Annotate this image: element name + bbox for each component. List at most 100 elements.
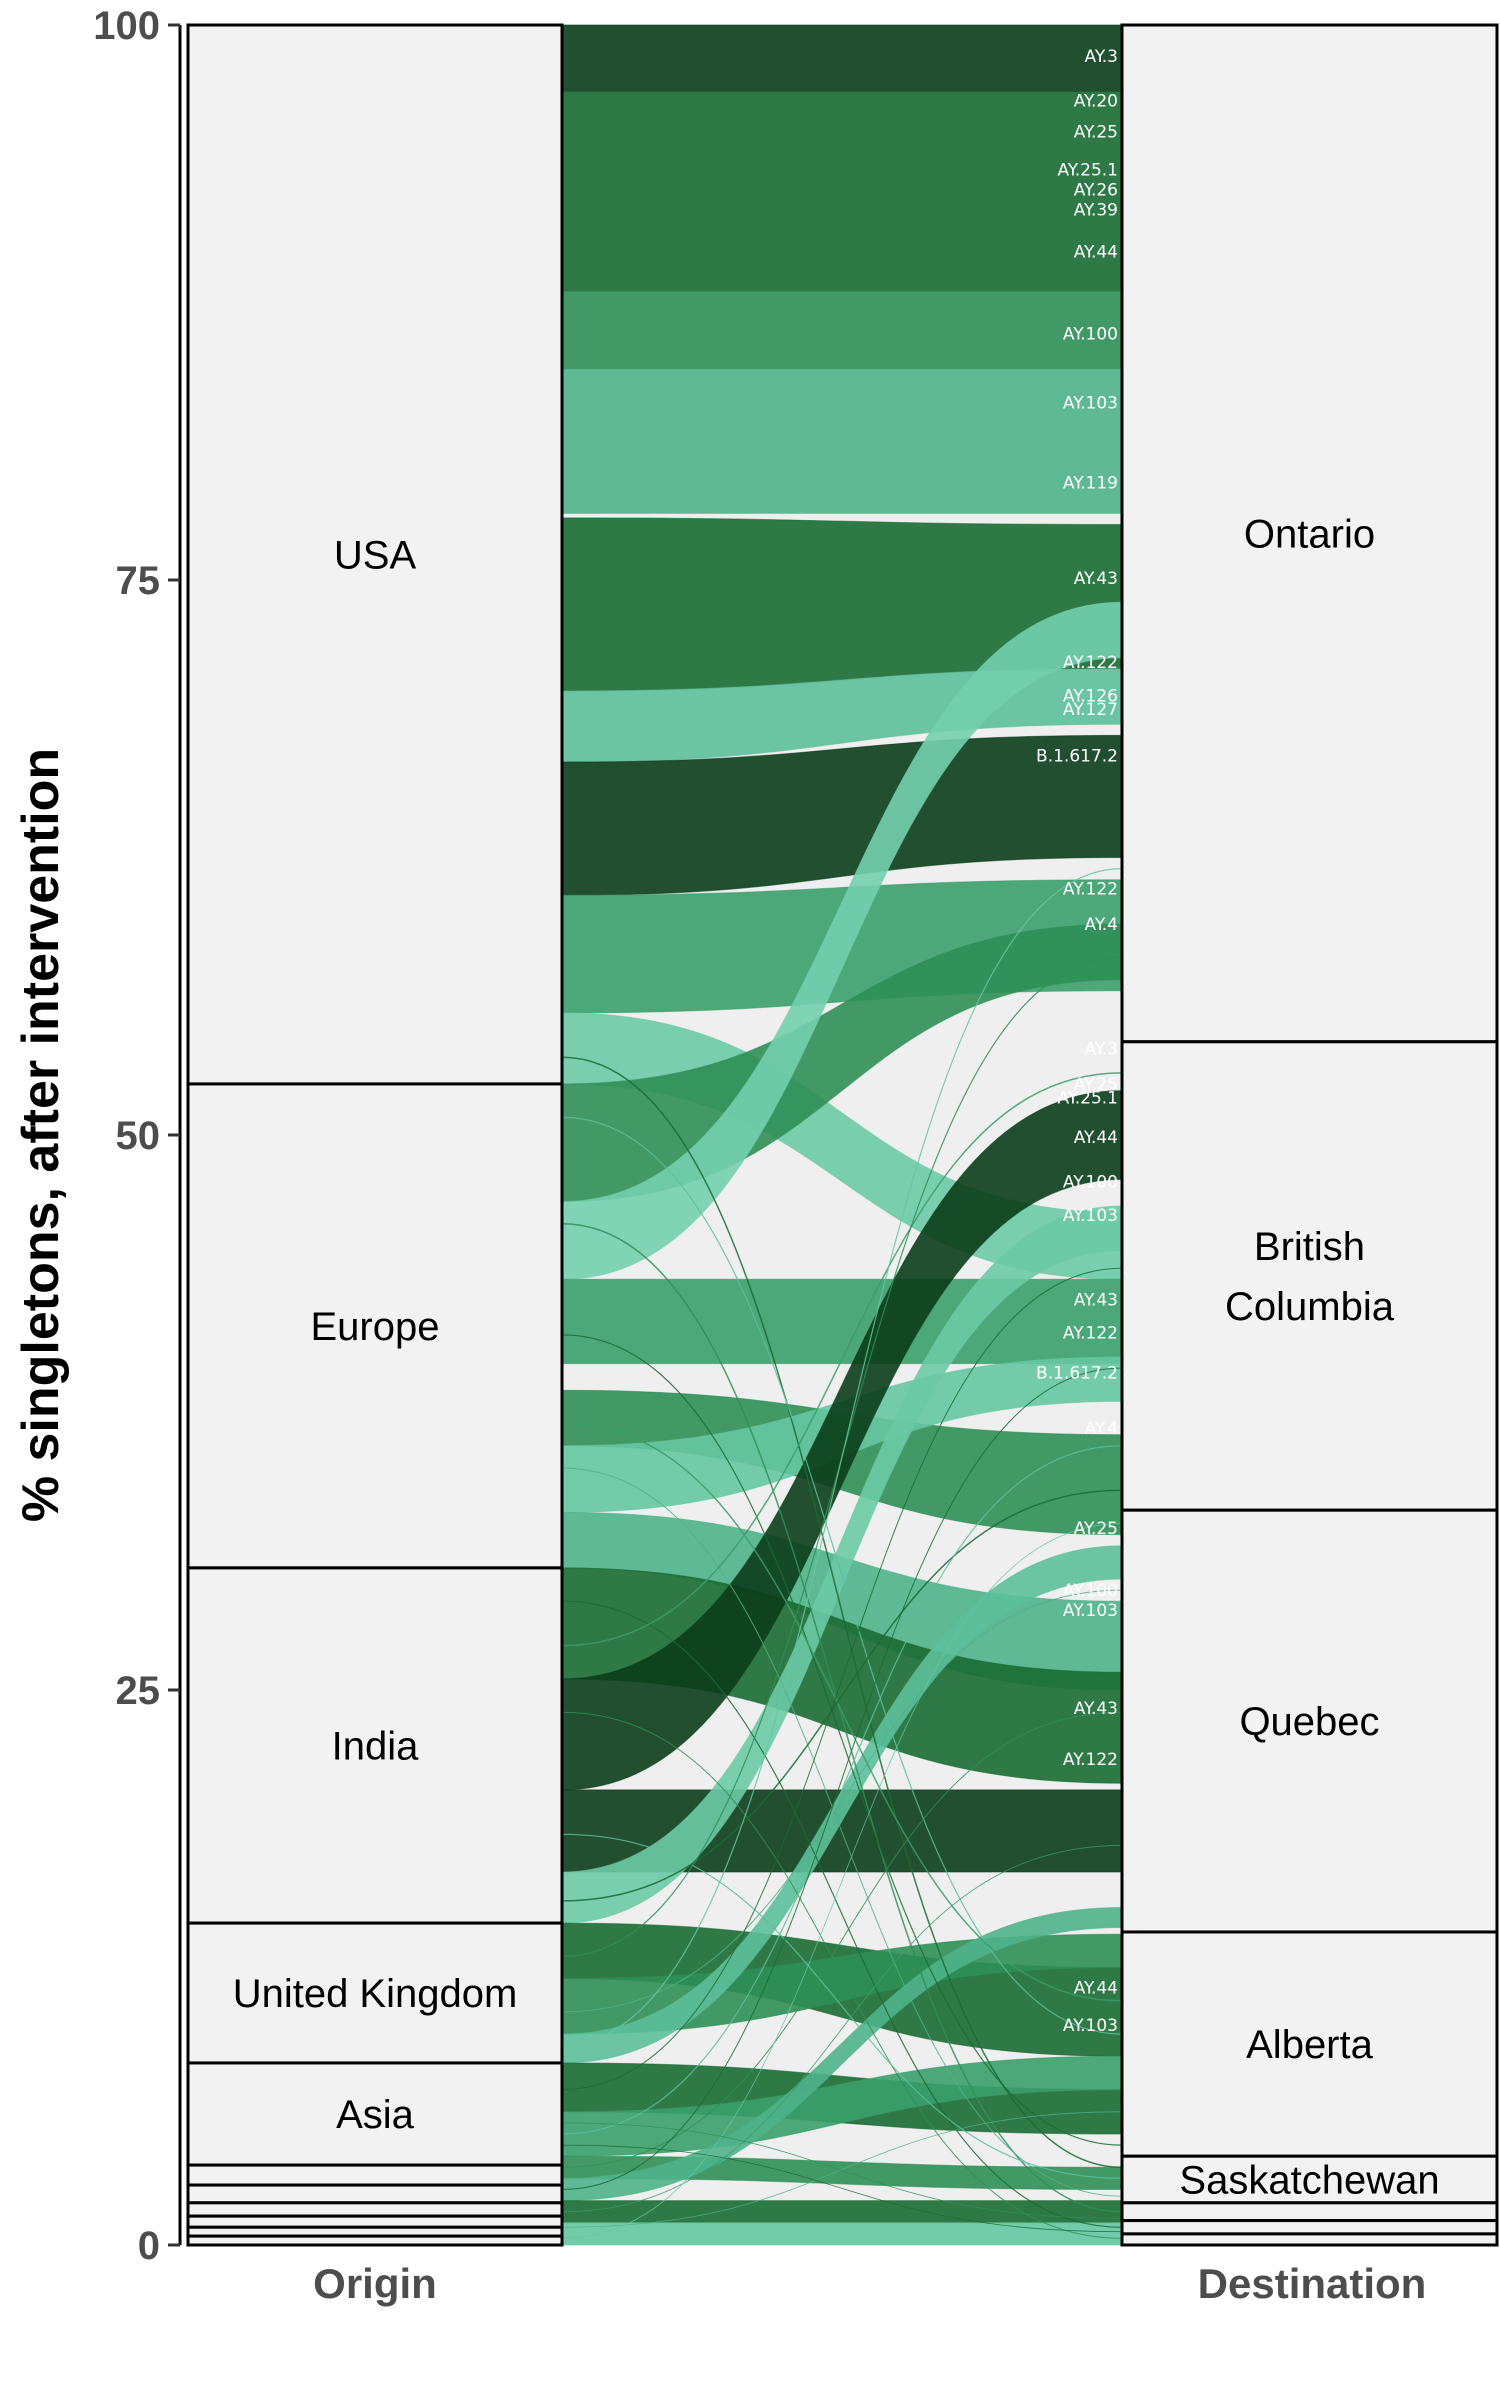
x-axis-label-destination: Destination bbox=[1198, 2260, 1427, 2307]
flow-label: AY.100 bbox=[1063, 1173, 1118, 1193]
origin-stratum bbox=[186, 2214, 564, 2229]
flow-band bbox=[561, 2200, 1123, 2224]
flow-line bbox=[561, 1467, 1123, 2197]
flow-label: AY.25.1 bbox=[1057, 1088, 1118, 1108]
flow-line bbox=[561, 1711, 1123, 2239]
destination-stratum-label: Quebec bbox=[1239, 1700, 1379, 1744]
destination-stratum-label-line: Alberta bbox=[1246, 2023, 1373, 2067]
origin-stratum-label-line: Europe bbox=[311, 1305, 440, 1349]
flow-label: AY.119 bbox=[1063, 473, 1118, 493]
flow-line bbox=[561, 1600, 1123, 2228]
flow-line bbox=[561, 1445, 1123, 2135]
y-axis-tick-label: 100 bbox=[93, 4, 160, 48]
y-axis: 0 25 50 75 100 bbox=[93, 4, 182, 2268]
flow-line bbox=[561, 1072, 1123, 1647]
flow-line bbox=[561, 1833, 1123, 2179]
y-axis-tick-label: 75 bbox=[116, 559, 161, 603]
flow-line bbox=[561, 1056, 1123, 2169]
flow-line bbox=[561, 1489, 1123, 1902]
flow-band bbox=[561, 368, 1123, 514]
origin-stratum-label-line: USA bbox=[334, 533, 417, 577]
x-axis-label-origin: Origin bbox=[313, 2260, 437, 2307]
destination-stratum-label: Saskatchewan bbox=[1179, 2159, 1439, 2203]
flow-label: AY.4 bbox=[1085, 1419, 1118, 1439]
destination-stratum-label-line: British bbox=[1254, 1225, 1365, 1269]
y-axis-title: % singletons, after intervention bbox=[12, 748, 70, 1522]
flow-line bbox=[561, 2111, 1123, 2228]
flow-line bbox=[561, 1267, 1123, 2091]
flow-label: AY.44 bbox=[1074, 242, 1118, 262]
destination-stratum bbox=[1120, 1040, 1499, 1512]
flow-line bbox=[561, 1523, 1123, 2239]
flow-label: AY.26 bbox=[1074, 180, 1118, 200]
flow-label: AY.100 bbox=[1063, 325, 1118, 345]
flow-labels-layer: AY.3AY.20AY.25AY.25.1AY.26AY.39AY.44AY.1… bbox=[1036, 47, 1118, 2036]
destination-stratum-label: Alberta bbox=[1246, 2023, 1373, 2067]
flow-label: AY.122 bbox=[1063, 653, 1118, 673]
origin-stratum-label: India bbox=[332, 1725, 419, 1769]
destination-stratum bbox=[1120, 2154, 1499, 2205]
flow-label: AY.122 bbox=[1063, 1324, 1118, 1344]
flow-label: AY.127 bbox=[1063, 700, 1118, 720]
flow-band bbox=[561, 91, 1123, 292]
origin-stratum-label-line: United Kingdom bbox=[233, 1972, 518, 2016]
flow-line bbox=[561, 2144, 1123, 2233]
flow-label: AY.122 bbox=[1063, 1750, 1118, 1770]
origin-stratum bbox=[186, 2183, 564, 2205]
thin-flows-layer bbox=[561, 868, 1123, 2239]
destination-stratum bbox=[1120, 23, 1499, 1044]
destination-stratum bbox=[1120, 2219, 1499, 2236]
flow-label: AY.25 bbox=[1074, 1519, 1118, 1539]
flows-layer bbox=[561, 24, 1123, 2246]
origin-stratum-label-line: Asia bbox=[336, 2093, 415, 2137]
flow-line bbox=[561, 1844, 1123, 2213]
flow-label: AY.44 bbox=[1074, 1978, 1118, 1998]
flow-label: AY.103 bbox=[1063, 2016, 1118, 2036]
destination-stratum bbox=[1120, 2232, 1499, 2247]
origin-stratum bbox=[186, 1082, 564, 1570]
destination-stratum-label-line: Saskatchewan bbox=[1179, 2159, 1439, 2203]
origin-stratum bbox=[186, 23, 564, 1086]
flow-label: AY.43 bbox=[1074, 569, 1118, 589]
flow-label: AY.3 bbox=[1085, 1039, 1118, 1059]
flow-line bbox=[561, 1116, 1123, 2035]
flow-label: AY.103 bbox=[1063, 1601, 1118, 1621]
flow-line bbox=[561, 1422, 1123, 2002]
flow-line bbox=[561, 1589, 1123, 2013]
destination-stratum bbox=[1120, 1508, 1499, 1934]
destination-stratum-label-line: Quebec bbox=[1239, 1700, 1379, 1744]
flow-line bbox=[561, 1711, 1123, 2168]
origin-stratum bbox=[186, 2061, 564, 2167]
flow-line bbox=[561, 1367, 1123, 2190]
origin-stratum bbox=[186, 2163, 564, 2187]
destination-stratum-label: Ontario bbox=[1244, 512, 1375, 556]
origin-stratum bbox=[186, 2234, 564, 2247]
flow-label: AY.25 bbox=[1074, 123, 1118, 143]
flow-label: AY.122 bbox=[1063, 880, 1118, 900]
flow-label: AY.43 bbox=[1074, 1699, 1118, 1719]
flow-label: AY.20 bbox=[1074, 91, 1118, 111]
flow-label: AY.100 bbox=[1063, 1581, 1118, 1601]
origin-stratum bbox=[186, 1921, 564, 2065]
origin-stratum bbox=[186, 2201, 564, 2218]
destination-stratum bbox=[1120, 2201, 1499, 2223]
flow-line bbox=[561, 868, 1123, 2046]
origin-stratum-label: USA bbox=[334, 533, 417, 577]
flow-label: AY.25.1 bbox=[1057, 160, 1118, 180]
flow-line bbox=[561, 1334, 1123, 2146]
flow-line bbox=[561, 2122, 1123, 2219]
flow-label: AY.103 bbox=[1063, 393, 1118, 413]
origin-stratum-label: Europe bbox=[311, 1305, 440, 1349]
origin-stratum-label: Asia bbox=[336, 2093, 415, 2137]
flow-band bbox=[561, 24, 1123, 93]
destination-stratum-label-line: Ontario bbox=[1244, 512, 1375, 556]
origin-stratum-label-line: India bbox=[332, 1725, 419, 1769]
flow-label: AY.103 bbox=[1063, 1206, 1118, 1226]
flow-label: AY.25 bbox=[1074, 1075, 1118, 1095]
y-axis-tick-label: 0 bbox=[138, 2224, 160, 2268]
flow-band bbox=[561, 290, 1123, 370]
origin-stratum bbox=[186, 1566, 564, 1925]
flow-label: AY.3 bbox=[1085, 47, 1118, 67]
destination-stratum-label: British Columbia bbox=[1225, 1225, 1395, 1329]
